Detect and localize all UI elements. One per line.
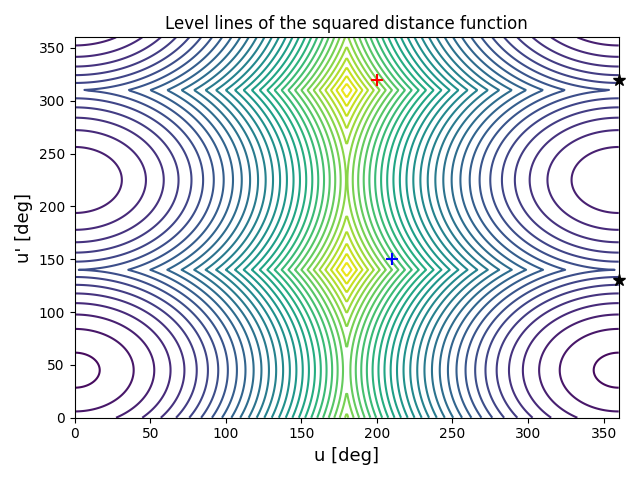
Y-axis label: u' [deg]: u' [deg] — [15, 192, 33, 263]
Title: Level lines of the squared distance function: Level lines of the squared distance func… — [165, 15, 528, 33]
X-axis label: u [deg]: u [deg] — [314, 447, 380, 465]
